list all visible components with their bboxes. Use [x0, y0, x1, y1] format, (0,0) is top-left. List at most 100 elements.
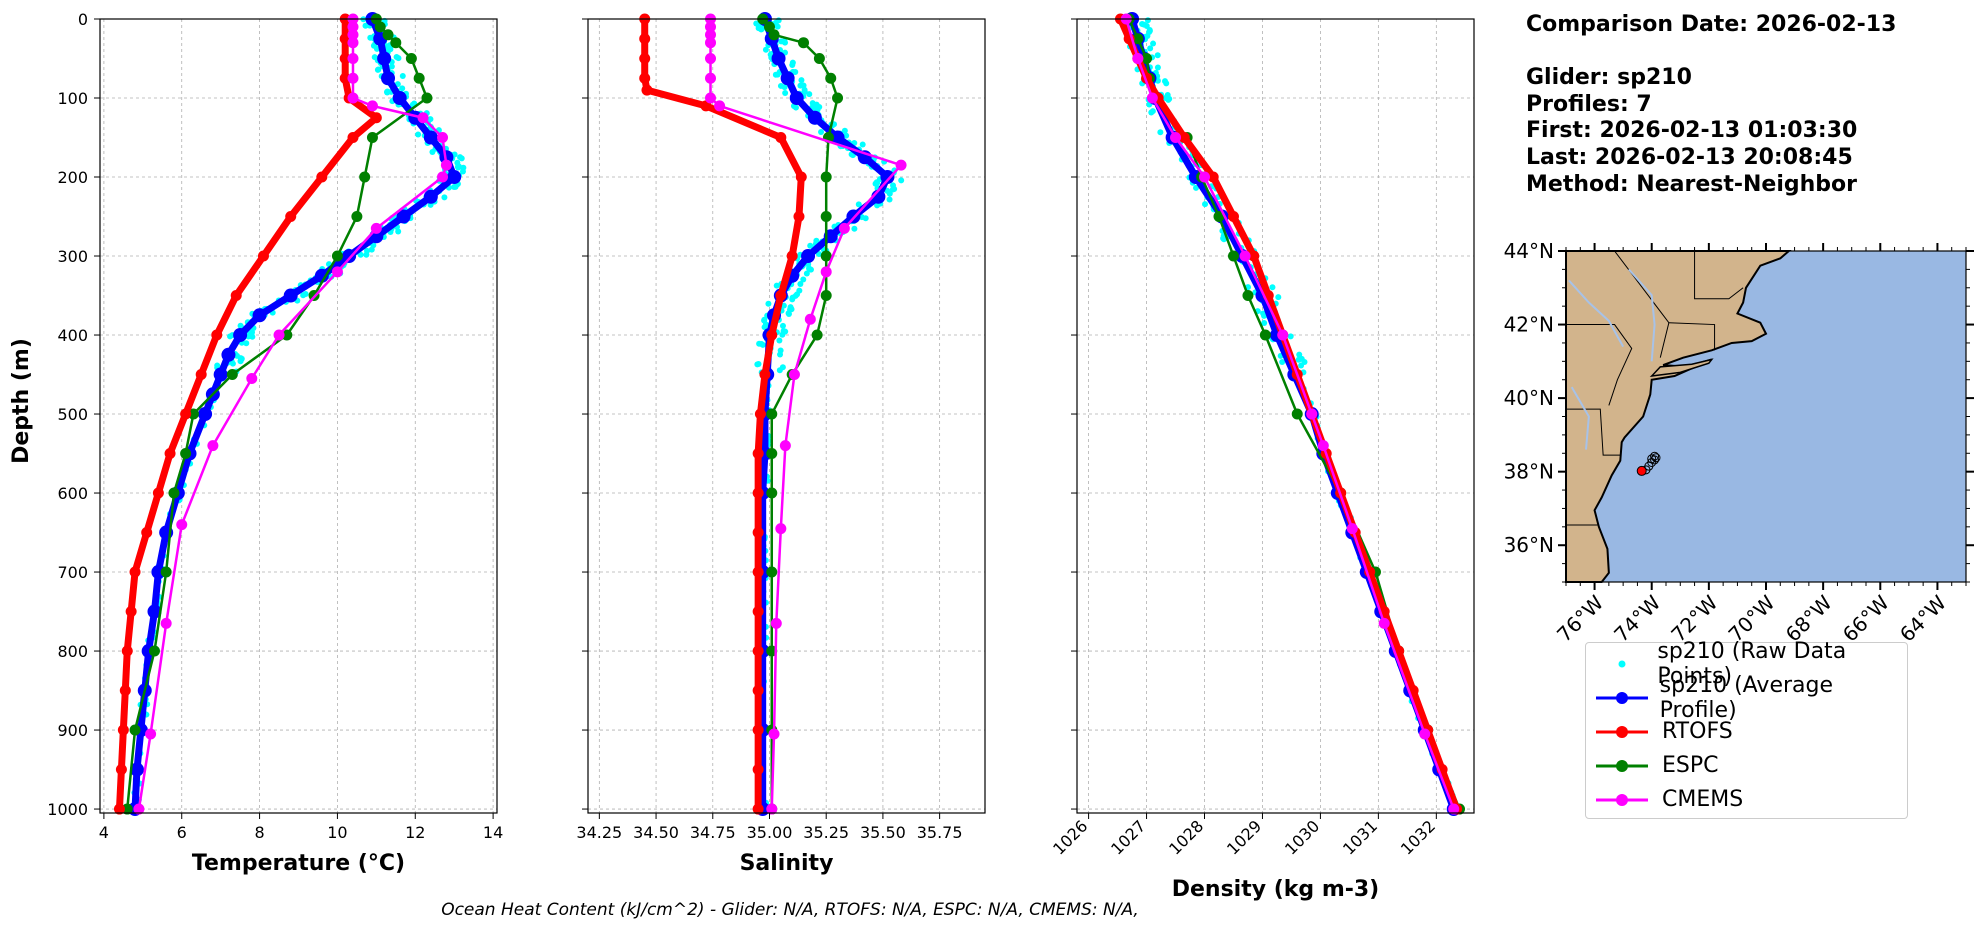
- data-point-cmems: [1448, 803, 1460, 815]
- raw-data-point: [249, 333, 256, 340]
- data-point-espc: [1213, 211, 1225, 223]
- data-point-rtofs: [1178, 132, 1190, 144]
- data-point-glider: [314, 268, 329, 283]
- raw-data-point: [803, 270, 810, 277]
- profile-count: Profiles: 7: [1526, 91, 1652, 117]
- raw-data-point: [762, 46, 769, 53]
- axes-frame: [1076, 18, 1475, 814]
- data-point-rtofs: [775, 290, 787, 302]
- raw-data-point: [1157, 129, 1164, 136]
- legend-marker-rtofs: [1596, 725, 1648, 738]
- data-point-cmems: [133, 803, 145, 815]
- raw-data-point: [454, 163, 461, 170]
- raw-data-point: [754, 361, 761, 368]
- raw-data-point: [800, 276, 807, 283]
- map-border: [1694, 251, 1744, 300]
- data-point-rtofs: [115, 764, 127, 776]
- profile-panel-2: 34.25 34.50 34.75 35.00 35.25 35.50 35.75 Salin…: [576, 12, 986, 876]
- data-point-glider: [252, 308, 267, 323]
- data-point-rtofs: [129, 566, 141, 578]
- x-tick-label: 34.25: [576, 823, 622, 842]
- x-tick-label: 35.50: [860, 823, 906, 842]
- raw-data-point: [1150, 40, 1157, 47]
- data-point-glider: [423, 189, 438, 204]
- y-tick-label: 300: [57, 247, 88, 266]
- data-point-rtofs: [639, 53, 651, 65]
- y-tick-label: 100: [57, 89, 88, 108]
- x-tick-label: 34.75: [690, 823, 736, 842]
- raw-data-point: [1143, 22, 1150, 29]
- data-point-rtofs: [752, 685, 764, 697]
- data-point-cmems: [705, 53, 717, 65]
- series-cmems: [705, 13, 907, 815]
- y-tick-label: 200: [57, 168, 88, 187]
- data-point-espc: [331, 250, 343, 262]
- method: Method: Nearest-Neighbor: [1526, 171, 1857, 197]
- data-point-rtofs: [795, 171, 807, 183]
- raw-data-point: [785, 310, 792, 317]
- raw-data-point: [237, 355, 244, 362]
- data-point-rtofs: [211, 329, 223, 341]
- data-point-cmems: [366, 100, 378, 112]
- data-point-cmems: [1317, 440, 1329, 452]
- raw-data-point: [789, 62, 796, 69]
- data-point-rtofs: [347, 132, 359, 144]
- data-point-espc: [129, 724, 141, 736]
- legend-item-rtofs: RTOFS: [1586, 715, 1733, 748]
- data-point-cmems: [766, 803, 778, 815]
- raw-data-point: [357, 251, 364, 258]
- raw-data-point: [1261, 312, 1268, 319]
- data-point-cmems: [437, 171, 449, 183]
- data-point-rtofs: [754, 408, 766, 420]
- raw-data-point: [249, 329, 256, 336]
- data-point-glider: [830, 130, 845, 145]
- raw-data-point: [761, 316, 768, 323]
- data-point-rtofs: [639, 33, 651, 45]
- legend-marker-espc: [1596, 759, 1648, 772]
- raw-data-point: [855, 201, 862, 208]
- legend-label-rtofs: RTOFS: [1662, 719, 1733, 744]
- data-point-glider: [880, 170, 895, 185]
- data-point-cmems: [1419, 728, 1431, 740]
- legend-label-cmems: CMEMS: [1662, 787, 1744, 812]
- glider-track-point: [1651, 453, 1661, 463]
- data-point-glider: [283, 288, 298, 303]
- raw-data-point: [429, 148, 436, 155]
- raw-data-point: [776, 367, 783, 374]
- data-point-glider: [198, 407, 213, 422]
- data-point-rtofs: [119, 685, 131, 697]
- data-point-cmems: [246, 372, 258, 384]
- data-point-espc: [405, 53, 417, 65]
- legend-item-espc: ESPC: [1586, 749, 1719, 782]
- profile-panel-1: 4 6 8 10 12 14 0 100 200 300 400 500 600 700 800 900 100…: [47, 10, 503, 876]
- data-point-espc: [382, 29, 394, 41]
- raw-data-point: [797, 82, 804, 89]
- raw-data-point: [1269, 284, 1276, 291]
- map-river: [1570, 386, 1590, 450]
- data-point-cmems: [437, 132, 449, 144]
- raw-data-point: [843, 132, 850, 139]
- data-point-espc: [798, 37, 810, 49]
- raw-data-point: [368, 246, 375, 253]
- legend-label-raw: sp210 (Raw Data Points): [1657, 638, 1847, 689]
- axes-frame: [99, 18, 498, 814]
- raw-data-point: [374, 66, 381, 73]
- data-point-rtofs: [125, 606, 137, 618]
- map-river: [1628, 268, 1656, 362]
- data-point-glider: [129, 762, 144, 777]
- raw-data-point: [1279, 358, 1286, 365]
- data-point-cmems: [775, 523, 787, 535]
- data-point-espc: [1227, 250, 1239, 262]
- raw-data-point: [773, 282, 780, 289]
- legend: sp210 (Raw Data Points) sp210 (Average P…: [1585, 638, 1908, 819]
- raw-data-point: [891, 186, 898, 193]
- depth-axis-label: Depth (m): [9, 338, 34, 464]
- raw-data-point: [237, 322, 244, 329]
- raw-data-point: [779, 322, 786, 329]
- data-point-cmems: [1146, 92, 1158, 104]
- data-point-cmems: [207, 440, 219, 452]
- raw-data-point: [778, 38, 785, 45]
- raw-data-point: [859, 141, 866, 148]
- data-point-cmems: [1306, 408, 1318, 420]
- data-point-cmems: [176, 519, 188, 531]
